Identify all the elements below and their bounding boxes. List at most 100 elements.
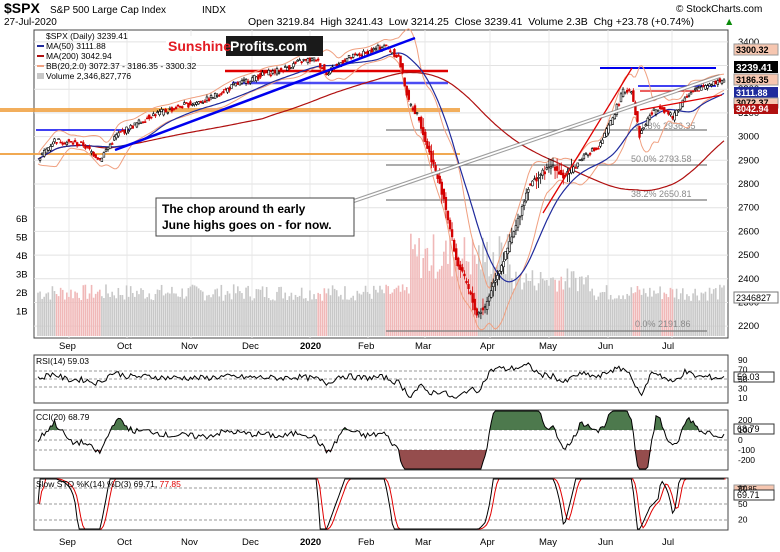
legend-price: $SPX (Daily) 3239.41 [46, 31, 128, 41]
volume-bar [535, 290, 538, 336]
candle-body [696, 87, 699, 90]
candle-body [143, 121, 147, 123]
candle-body [644, 124, 647, 127]
volume-bar [438, 269, 441, 336]
volume-bar [562, 289, 565, 336]
sto-panel: Slow STO %K(14) %D(3) 69.71, 77.85 77.85… [34, 478, 775, 530]
volume-bar [601, 291, 604, 336]
volume-bar [504, 274, 507, 336]
volume-bar [216, 288, 219, 336]
volume-bar [125, 285, 128, 336]
candle-body [67, 139, 71, 142]
volume-bar [43, 296, 45, 336]
volume-bar [255, 289, 258, 336]
volume-bar [675, 288, 678, 336]
volume-bar [502, 267, 505, 336]
x-axis-label: Jul [662, 537, 674, 548]
volume-bar [160, 284, 163, 336]
candle-body [597, 147, 600, 150]
cci-panel: CCI(20) 68.79 68.79 [34, 410, 775, 470]
candle-body [38, 158, 42, 161]
candle-body [640, 130, 643, 134]
volume-bar [362, 291, 365, 336]
candle-body [669, 112, 672, 116]
volume-bar [290, 292, 293, 336]
volume-bar [115, 298, 118, 336]
candle-body [185, 102, 188, 104]
volume-bar [311, 299, 313, 336]
x-axis-label: Jun [598, 537, 613, 548]
volume-bar [103, 298, 105, 336]
callout-line-2: June highs goes on - for now. [162, 218, 332, 232]
volume-bar [117, 287, 120, 336]
volume-bar [220, 284, 223, 336]
candle-body [578, 159, 581, 161]
volume-bar [340, 294, 342, 336]
candle-body [42, 149, 46, 157]
volume-bar [661, 299, 663, 336]
candle-body [551, 164, 555, 167]
volume-bar [105, 284, 107, 336]
candle-body [407, 90, 411, 100]
volume-bar [564, 281, 567, 336]
volume-bar [101, 296, 103, 336]
watermark: © StockCharts.com [676, 4, 762, 15]
candle-body [541, 169, 544, 176]
candle-body [203, 100, 207, 103]
volume-bar [222, 300, 225, 336]
volume-bar [655, 293, 657, 336]
candle-body [290, 67, 293, 69]
candle-body [525, 192, 528, 202]
candle-body [263, 71, 266, 74]
volume-bar [368, 293, 371, 336]
volume-bar [420, 278, 422, 336]
volume-bar [337, 296, 340, 336]
candle-body [506, 247, 509, 255]
candle-body [209, 95, 213, 99]
volume-bar [154, 293, 157, 336]
volume-bar [57, 296, 60, 336]
candle-body [275, 68, 279, 75]
candle-body [47, 147, 50, 151]
volume-bar [432, 234, 435, 336]
volume-bar [383, 293, 385, 336]
candle-body [360, 54, 363, 57]
sto-tick-label: 80 [738, 483, 748, 493]
price-tick-label: 2200 [738, 321, 759, 332]
volume-bar [519, 276, 521, 336]
candle-body [349, 57, 353, 59]
volume-bar [80, 300, 83, 336]
price-candles [38, 43, 726, 320]
candle-body [584, 152, 588, 155]
volume-bar [393, 289, 396, 336]
volume-bar [642, 288, 645, 336]
volume-bar [41, 298, 43, 336]
volume-bar [681, 288, 684, 336]
volume-bar [278, 287, 280, 336]
x-axis-label: Dec [242, 341, 259, 352]
x-axis-label: Sep [59, 537, 76, 548]
symbol-title: $SPX [4, 0, 40, 16]
candle-body [663, 107, 666, 113]
candle-body [471, 293, 474, 303]
candle-body [199, 100, 202, 104]
volume-bar [375, 289, 377, 336]
volume-bar [457, 264, 460, 336]
candle-body [358, 53, 361, 56]
candle-body [704, 85, 707, 90]
volume-bar [706, 300, 709, 336]
volume-bar [327, 288, 330, 336]
candle-body [522, 201, 526, 207]
candle-body [671, 116, 674, 119]
logo-part2: Profits.com [230, 38, 307, 54]
volume-bar [529, 280, 532, 336]
candle-body [55, 142, 58, 144]
volume-bar [401, 284, 404, 336]
candle-body [253, 75, 256, 82]
volume-bar [261, 286, 264, 336]
x-axis-label: Nov [181, 341, 198, 352]
x-axis-label: Jun [598, 341, 613, 352]
volume-bar [321, 300, 324, 336]
candle-body [162, 109, 165, 116]
